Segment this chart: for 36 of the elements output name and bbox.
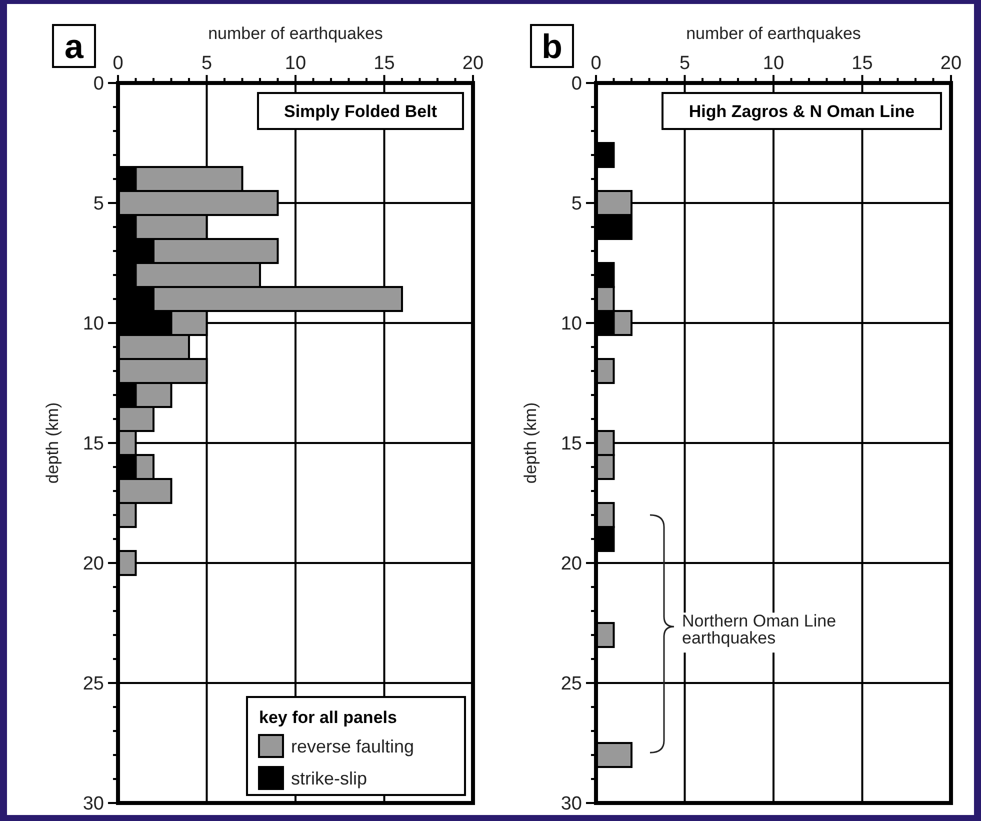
y-axis-title: depth (km) — [43, 402, 62, 484]
text: High Zagros & N Oman Line — [688, 102, 915, 121]
y-tick-label: 15 — [82, 434, 104, 455]
legend-title: key for all panels — [259, 708, 397, 727]
text: b — [542, 28, 562, 66]
x-tick-label: 10 — [762, 53, 784, 74]
y-tick-label: 25 — [82, 674, 104, 695]
x-tick-label: 20 — [940, 53, 962, 74]
x-tick-label: 20 — [462, 53, 484, 74]
x-tick-label: 10 — [284, 53, 306, 74]
y-tick-label: 0 — [93, 74, 104, 95]
y-tick-label: 20 — [560, 554, 582, 575]
x-tick-label: 15 — [374, 53, 395, 74]
y-tick-label: 25 — [560, 674, 582, 695]
y-tick-label: 10 — [560, 314, 582, 335]
x-axis-title: number of earthquakes — [686, 24, 861, 43]
y-tick-label: 5 — [93, 194, 104, 215]
x-tick-label: 0 — [112, 53, 124, 74]
annotation: Northern Oman Line earthquakes — [682, 612, 836, 648]
y-tick-label: 30 — [82, 794, 104, 815]
x-tick-label: 15 — [852, 53, 873, 74]
x-tick-label: 5 — [201, 53, 212, 74]
text: Simply Folded Belt — [284, 102, 438, 121]
legend-label: reverse faulting — [291, 736, 414, 756]
y-tick-label: 0 — [571, 74, 582, 95]
y-tick-label: 30 — [560, 794, 582, 815]
y-tick-label: 20 — [82, 554, 104, 575]
y-axis-title: depth (km) — [521, 402, 540, 484]
legend-label: strike-slip — [291, 768, 368, 788]
y-tick-label: 10 — [82, 314, 104, 335]
x-tick-label: 5 — [679, 53, 690, 74]
x-tick-label: 0 — [590, 53, 602, 74]
text: a — [64, 28, 85, 66]
y-tick-label: 5 — [571, 194, 582, 215]
x-axis-title: number of earthquakes — [208, 24, 383, 43]
y-tick-label: 15 — [560, 434, 582, 455]
